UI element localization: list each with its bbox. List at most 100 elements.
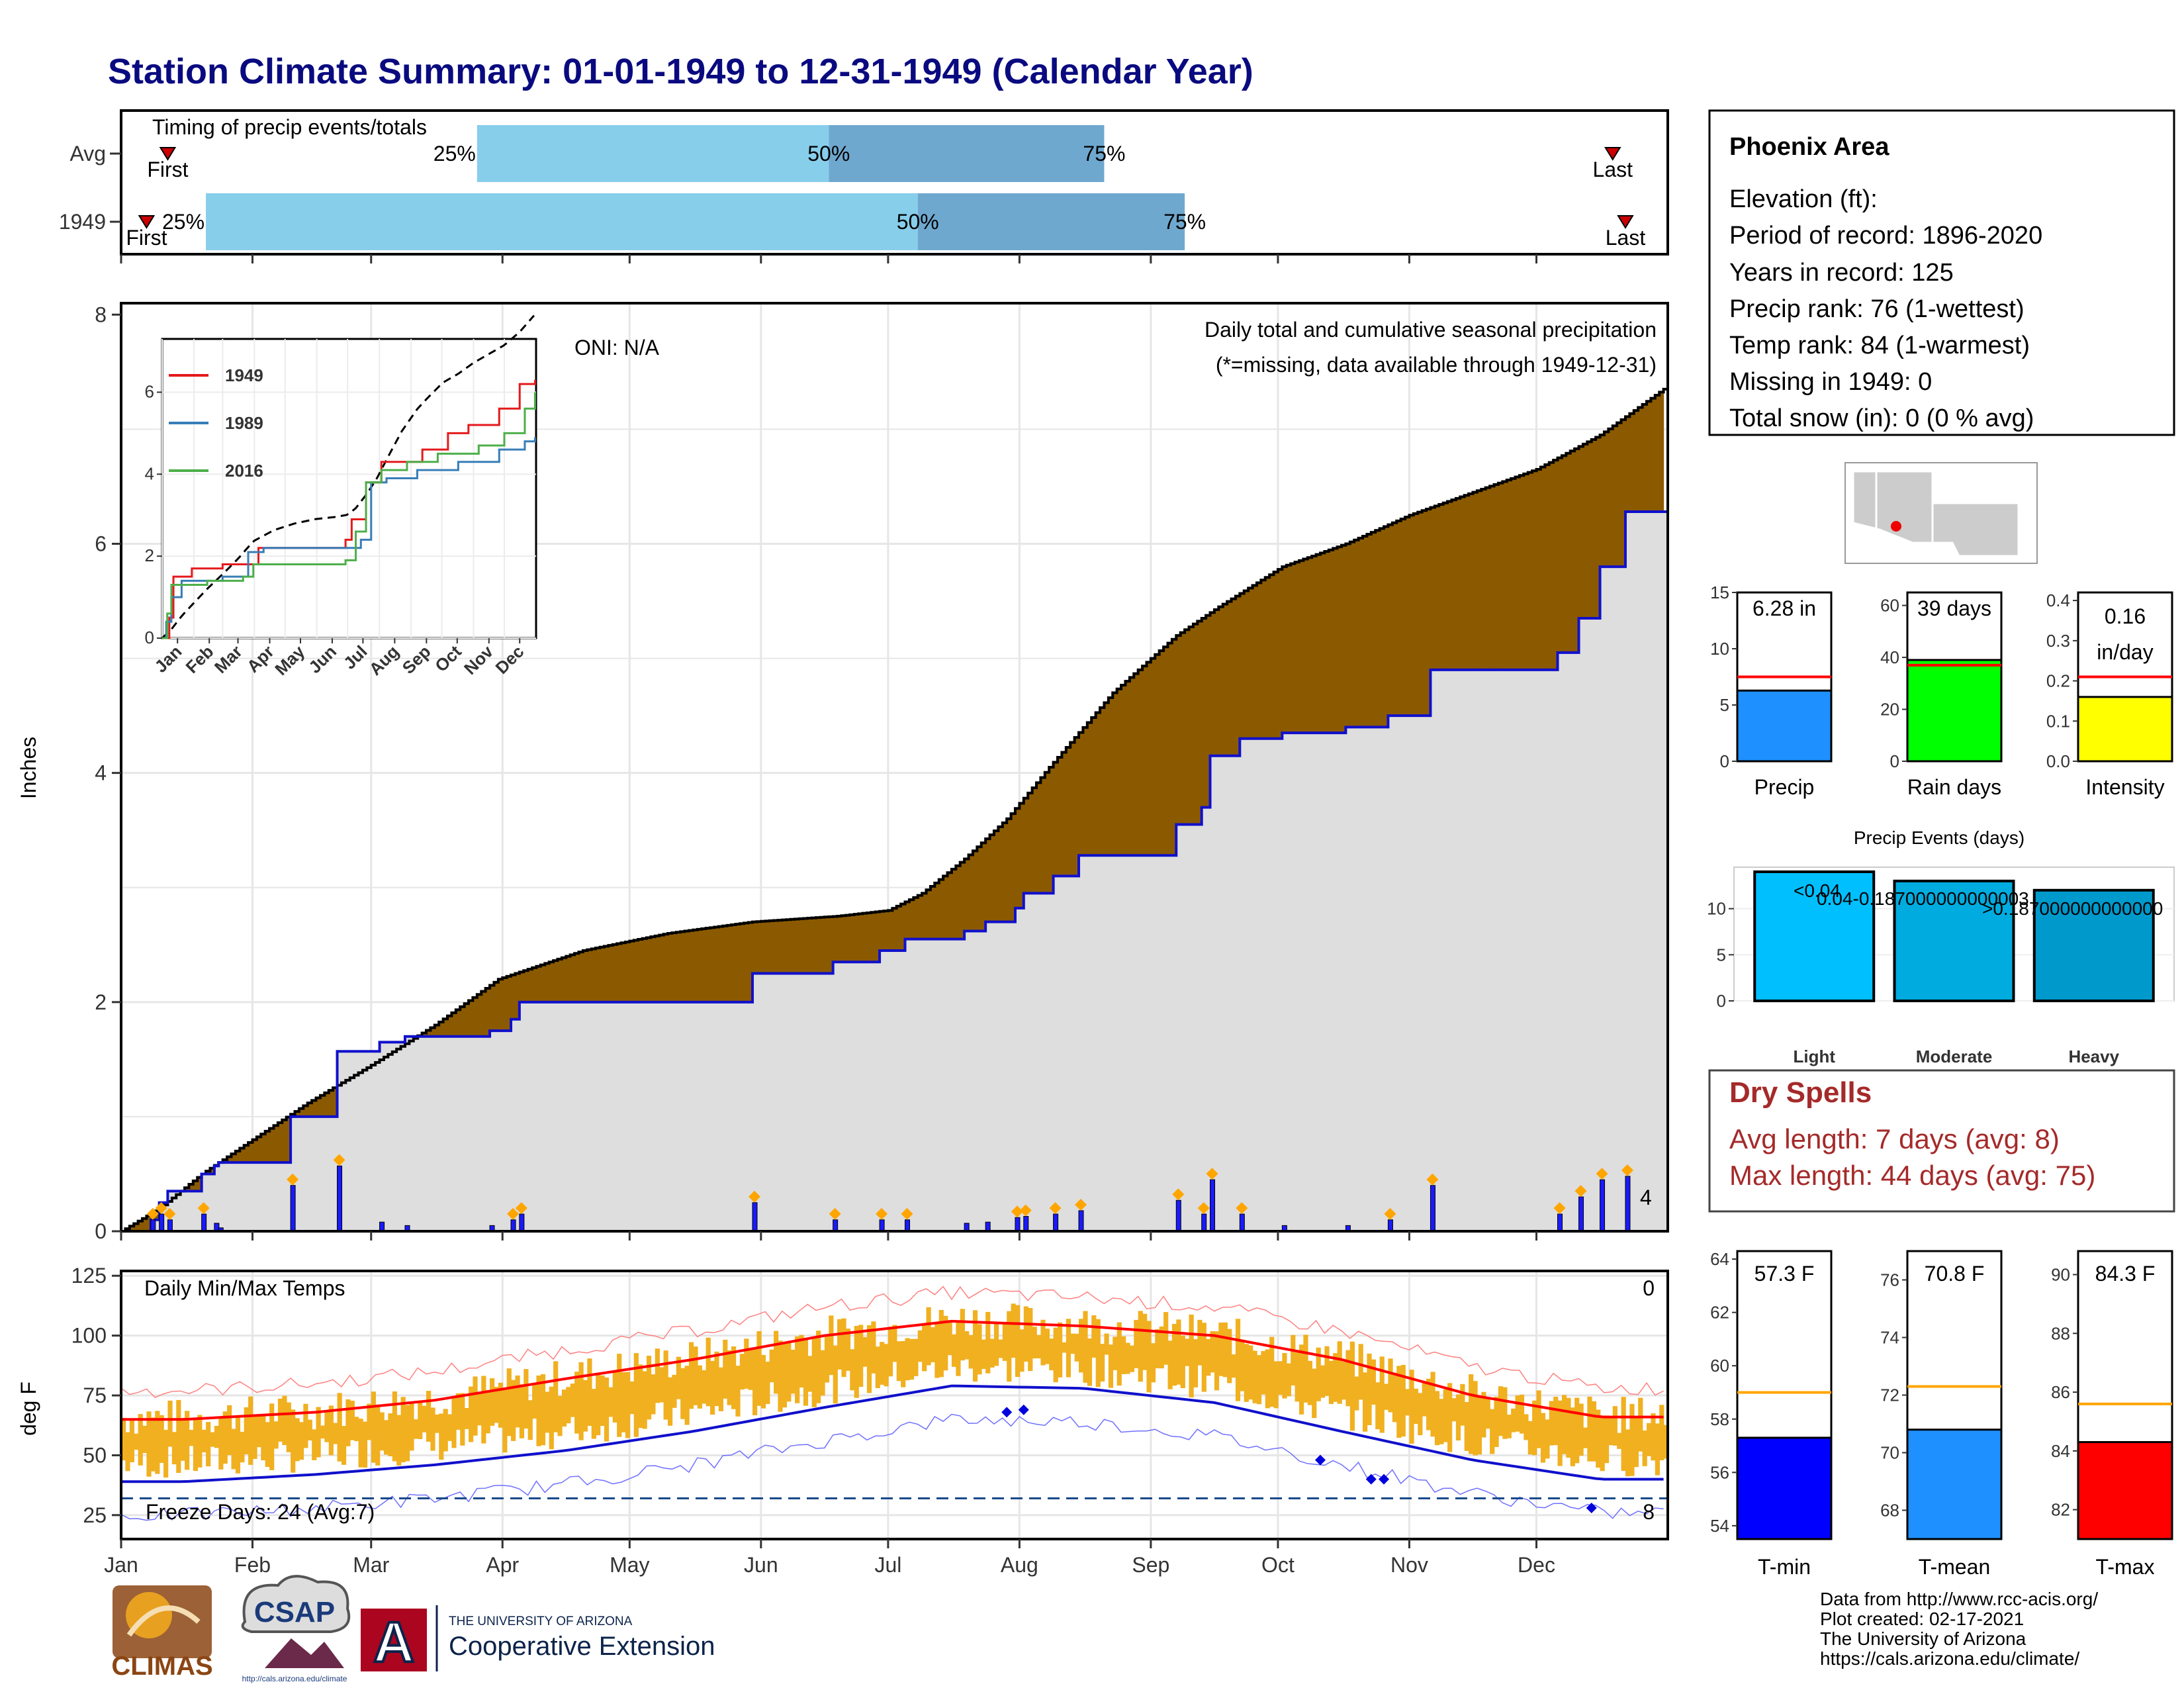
- precip-diff-slice: [155, 1211, 160, 1220]
- mini-precip-bar-precip: [1736, 689, 1833, 763]
- temp-daily-bar: [1485, 1398, 1490, 1429]
- precip-diff-slice: [1303, 559, 1308, 733]
- precip-daily-highlight: [1596, 1168, 1608, 1180]
- mini-temp-bar-t-min: [1736, 1436, 1833, 1540]
- temp-daily-bar: [1113, 1336, 1118, 1370]
- temp-daily-bar: [697, 1365, 702, 1409]
- precip-diff-slice: [938, 879, 944, 939]
- temp-bars: [121, 1303, 1668, 1478]
- temp-daily-bar: [1447, 1383, 1453, 1452]
- precip-diff-slice: [1002, 822, 1007, 922]
- csap-logo-mountain: [265, 1638, 344, 1668]
- mini-temp-label-0: T-min: [1758, 1555, 1811, 1579]
- precip-diff-slice: [434, 1025, 439, 1037]
- precip-diff-slice: [854, 914, 859, 962]
- precip-diff-slice: [1222, 604, 1228, 756]
- precip-diff-slice: [1400, 518, 1406, 716]
- temp-daily-bar: [684, 1366, 690, 1425]
- temp-daily-bar: [913, 1338, 919, 1376]
- temp-daily-bar: [485, 1389, 490, 1434]
- precip-diff-slice: [1596, 437, 1601, 619]
- precip-diff-slice: [1298, 560, 1304, 733]
- temp-daily-bar: [1176, 1319, 1181, 1385]
- temp-daily-bar: [1019, 1329, 1024, 1372]
- credit-line-2: Plot created: 02-17-2021: [1820, 1609, 2024, 1629]
- precip-daily-bar: [879, 1219, 885, 1232]
- precip-diff-slice: [256, 1137, 261, 1163]
- precip-daily-highlight: [1019, 1204, 1032, 1217]
- timing-first-label-avg: First: [147, 158, 188, 181]
- temp-daily-bar: [1040, 1319, 1046, 1366]
- precip-diff-slice: [1587, 442, 1592, 619]
- mini-temp-ticklabel-0-5: 64: [1710, 1249, 1729, 1269]
- precip-diff-slice: [578, 952, 584, 1002]
- precip-diff-slice: [273, 1125, 279, 1163]
- precip-diff-slice: [850, 914, 855, 962]
- precip-diff-slice: [612, 944, 617, 1002]
- temp-daily-bar: [244, 1407, 249, 1454]
- precip-diff-slice: [1642, 404, 1647, 512]
- temp-daily-bar: [536, 1375, 541, 1446]
- temp-daily-bar: [570, 1383, 575, 1417]
- temp-daily-bar: [451, 1397, 457, 1448]
- precip-diff-slice: [1498, 483, 1503, 670]
- temp-daily-bar: [1150, 1343, 1156, 1383]
- temp-y-ticklabel-100: 100: [71, 1324, 107, 1348]
- freeze-days-label: Freeze Days: 24 (Avg:7): [146, 1500, 375, 1524]
- temp-daily-bar: [600, 1375, 605, 1427]
- temp-daily-bar: [163, 1430, 169, 1478]
- precip-diff-slice: [1066, 747, 1071, 876]
- month-label-Dec: Dec: [1518, 1553, 1555, 1577]
- precip-diff-slice: [693, 929, 698, 1002]
- precip-diff-slice: [231, 1154, 236, 1163]
- precip-daily-highlight: [146, 1207, 159, 1220]
- temp-daily-bar: [1345, 1350, 1351, 1407]
- precip-diff-slice: [633, 940, 639, 1002]
- precip-daily-highlight: [876, 1207, 888, 1220]
- precip-daily-bar: [1239, 1213, 1245, 1232]
- dry-spells-title: Dry Spells: [1729, 1076, 1872, 1109]
- inset-y-ticklabel-2: 2: [145, 545, 154, 565]
- precip-diff-slice: [511, 974, 516, 1019]
- precip-diff-slice: [1553, 460, 1559, 670]
- temp-daily-bar: [956, 1322, 961, 1376]
- temp-daily-bar: [1252, 1350, 1257, 1403]
- inset-chart: 0246JanFebMarAprMayJunJulAugSepOctNovDec…: [145, 314, 537, 679]
- precip-diff-slice: [189, 1184, 194, 1192]
- temp-daily-bar: [1363, 1372, 1368, 1432]
- temp-daily-bar: [1328, 1360, 1334, 1405]
- mini-precip-ticklabel-0-0: 0: [1720, 751, 1729, 771]
- precip-diff-slice: [1316, 554, 1321, 733]
- temp-daily-bar: [1235, 1319, 1241, 1401]
- temp-daily-bar: [1443, 1389, 1448, 1442]
- precip-diff-slice: [570, 955, 575, 1002]
- events-bar-label-1: 0.04-0.187000000000003: [1817, 888, 2029, 909]
- temp-daily-bar: [1074, 1333, 1079, 1362]
- temp-y-ticklabel-75: 75: [83, 1383, 107, 1407]
- precip-fills: [121, 387, 1668, 1233]
- temp-daily-bar: [968, 1335, 974, 1369]
- precip-diff-slice: [1561, 455, 1567, 653]
- temp-daily-bar: [240, 1431, 245, 1463]
- precip-diff-slice: [1494, 485, 1499, 670]
- temp-daily-bar: [1282, 1352, 1287, 1399]
- temp-daily-bar: [150, 1417, 156, 1472]
- temp-daily-bar: [629, 1381, 635, 1415]
- temp-daily-bar: [1481, 1391, 1486, 1438]
- temp-daily-bar: [659, 1367, 664, 1403]
- precip-diff-slice: [697, 929, 702, 1002]
- temp-daily-bar: [1104, 1333, 1109, 1355]
- precip-diff-slice: [1570, 451, 1575, 653]
- temp-daily-bar: [951, 1334, 957, 1367]
- temp-daily-bar: [1193, 1339, 1199, 1387]
- temp-daily-bar: [604, 1377, 610, 1442]
- events-ticklabel-0: 0: [1717, 991, 1726, 1011]
- precip-diff-slice: [439, 1021, 444, 1037]
- temp-daily-bar: [1451, 1398, 1457, 1422]
- events-bar-label-2: >0.187000000000000: [1982, 898, 2163, 919]
- temp-daily-bar: [1316, 1347, 1321, 1401]
- precip-y-ticklabel-2: 2: [95, 990, 107, 1014]
- temp-daily-bar: [960, 1309, 965, 1361]
- precip-daily-bar: [290, 1185, 296, 1232]
- temp-daily-bar: [455, 1393, 461, 1430]
